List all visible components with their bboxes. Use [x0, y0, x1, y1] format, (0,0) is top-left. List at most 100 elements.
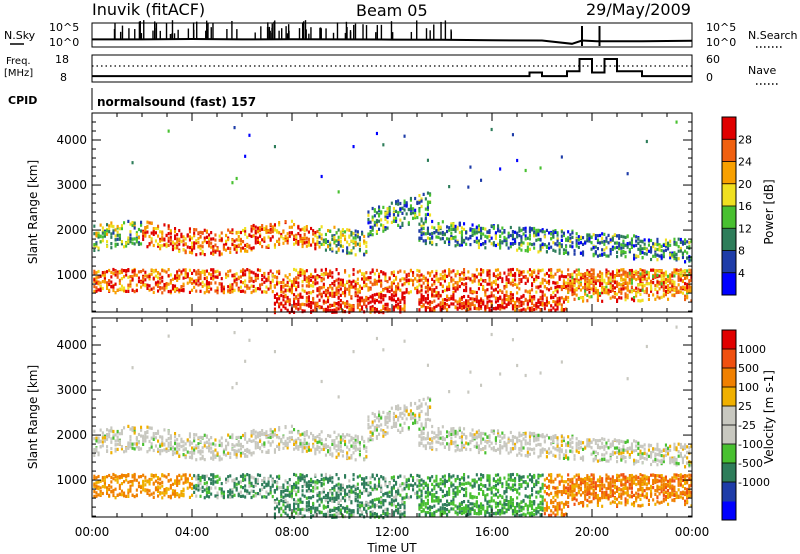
echo-cell: [522, 227, 525, 231]
echo-cell: [450, 270, 453, 274]
echo-cell: [492, 243, 495, 247]
echo-cell: [395, 293, 398, 297]
echo-cell: [254, 278, 257, 283]
echo-cell: [248, 270, 251, 274]
echo-cell: [594, 251, 597, 255]
echo-cell: [375, 308, 378, 312]
echo-cell: [441, 301, 444, 305]
echo-cell: [603, 239, 606, 244]
echo-cell: [601, 274, 604, 278]
echo-cell: [664, 270, 667, 274]
echo-cell: [244, 279, 247, 283]
echo-cell: [110, 224, 113, 228]
echo-cell: [480, 298, 483, 302]
echo-cell: [231, 290, 234, 294]
echo-cell: [178, 276, 181, 280]
echo-cell: [131, 221, 134, 225]
echo-cell: [569, 288, 572, 292]
echo-cell: [531, 227, 534, 231]
echo-cell: [367, 213, 370, 217]
echo-cell: [191, 241, 194, 245]
echo-cell: [577, 241, 580, 245]
echo-cell: [167, 473, 170, 477]
echo-cell: [518, 234, 521, 238]
echo-cell: [686, 294, 689, 299]
echo-cell: [660, 295, 663, 299]
echo-cell: [301, 302, 304, 306]
echo-cell: [480, 304, 483, 309]
echo-cell: [203, 253, 206, 257]
echo-cell: [242, 246, 245, 250]
echo-cell: [203, 283, 206, 287]
echo-cell: [416, 291, 419, 295]
echo-cell: [407, 282, 410, 286]
echo-cell: [305, 279, 308, 283]
echo-cell: [518, 304, 521, 308]
echo-cell: [386, 303, 389, 307]
echo-cell: [229, 491, 232, 495]
echo-cell: [367, 301, 370, 305]
echo-cell: [499, 295, 502, 299]
echo-cell: [424, 297, 427, 301]
echo-cell: [118, 439, 121, 443]
echo-cell: [607, 241, 610, 245]
echo-cell: [95, 494, 98, 498]
echo-cell: [358, 296, 361, 300]
echo-cell: [174, 481, 177, 485]
echo-cell: [103, 439, 106, 443]
echo-cell: [140, 223, 143, 227]
echo-cell: [652, 293, 655, 297]
echo-cell: [645, 139, 648, 144]
echo-cell: [108, 282, 111, 287]
echo-cell: [159, 287, 162, 291]
echo-cell: [106, 449, 109, 453]
echo-cell: [367, 232, 370, 236]
echo-cell: [344, 234, 347, 238]
echo-cell: [229, 455, 232, 459]
echo-cell: [218, 238, 221, 242]
echo-cell: [494, 268, 497, 272]
echo-cell: [261, 245, 264, 249]
echo-cell: [199, 449, 202, 453]
echo-cell: [163, 269, 166, 273]
echo-cell: [310, 273, 313, 277]
echo-cell: [150, 445, 153, 449]
echo-cell: [205, 289, 208, 293]
echo-cell: [93, 248, 96, 252]
echo-cell: [171, 244, 174, 248]
echo-cell: [137, 432, 140, 437]
echo-cell: [110, 440, 113, 444]
colorbar-swatch: [722, 206, 736, 229]
echo-cell: [397, 211, 400, 215]
echo-cell: [365, 298, 368, 302]
echo-cell: [469, 287, 472, 291]
echo-cell: [256, 268, 259, 272]
echo-cell: [667, 278, 670, 282]
echo-cell: [293, 267, 296, 272]
echo-cell: [395, 277, 398, 281]
echo-cell: [482, 279, 485, 283]
echo-cell: [199, 276, 202, 281]
echo-cell: [259, 287, 262, 291]
echo-cell: [252, 271, 255, 275]
echo-cell: [242, 494, 245, 498]
echo-cell: [133, 273, 136, 277]
echo-cell: [176, 270, 179, 274]
echo-cell: [620, 296, 623, 300]
echo-cell: [635, 294, 638, 298]
echo-cell: [545, 271, 548, 276]
echo-cell: [681, 291, 684, 295]
echo-cell: [169, 289, 172, 293]
echo-cell: [320, 278, 323, 282]
echo-cell: [429, 287, 432, 291]
echo-cell: [390, 288, 393, 292]
echo-cell: [125, 289, 128, 293]
echo-cell: [299, 239, 302, 243]
echo-cell: [174, 439, 177, 443]
echo-cell: [276, 276, 279, 280]
echo-cell: [303, 226, 306, 230]
echo-cell: [133, 226, 136, 230]
echo-cell: [242, 281, 245, 285]
echo-cell: [254, 241, 257, 245]
echo-cell: [297, 242, 300, 246]
